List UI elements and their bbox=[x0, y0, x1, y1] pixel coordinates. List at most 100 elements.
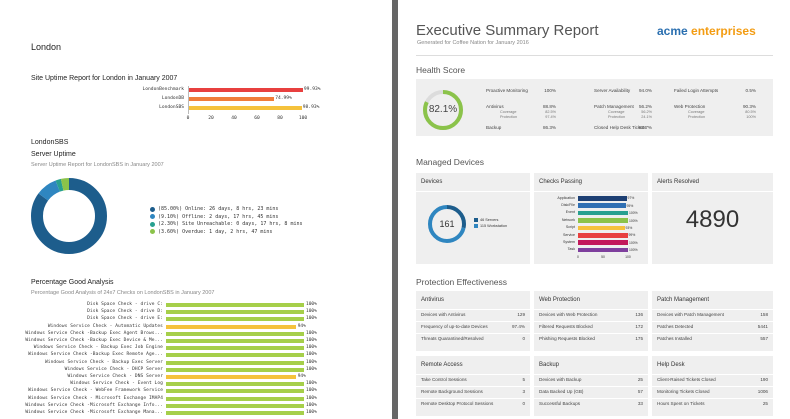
brand-logo: acme enterprises bbox=[657, 24, 756, 38]
devices-panel: Devices 161 46 Servers 115 Workstation bbox=[416, 173, 530, 264]
health-metric-value: 94.0% bbox=[638, 88, 652, 93]
legend-dot bbox=[150, 206, 155, 212]
pe-row: Frequency of up-to-date Devices 97.4% bbox=[421, 324, 525, 329]
legend-label: (3.60%) Overdue: 1 day, 2 hrs, 47 mins bbox=[158, 228, 273, 235]
pg-value-label: 94% bbox=[297, 374, 306, 379]
pe-row-value: 129 bbox=[517, 312, 525, 317]
health-metric-label: Failed Login Attempts bbox=[674, 88, 719, 93]
pe-row: Devices with Antivirus 129 bbox=[421, 312, 525, 317]
legend-swatch bbox=[474, 218, 478, 222]
health-metric-label: Patch Management bbox=[594, 104, 634, 109]
uptime-category-label: LondonSBS bbox=[159, 105, 184, 110]
health-sub-label: Protection bbox=[608, 115, 626, 119]
uptime-value-label: 98.93% bbox=[302, 105, 320, 110]
health-score-value: 82.1% bbox=[428, 104, 458, 115]
pe-row-value: 175 bbox=[635, 336, 643, 341]
uptime-category-label: LondonBenchmark bbox=[142, 87, 185, 92]
health-sub-value: 100% bbox=[746, 115, 756, 119]
health-sub-label: Protection bbox=[500, 115, 518, 119]
alerts-resolved-panel: Alerts Resolved 4890 bbox=[652, 173, 773, 264]
pg-bar bbox=[166, 382, 304, 387]
pg-value-label: 94% bbox=[297, 323, 306, 329]
checks-value-label: 97% bbox=[627, 196, 635, 201]
pe-row-value: 0 bbox=[522, 401, 525, 406]
pe-row-divider bbox=[534, 398, 648, 399]
uptime-axis-line bbox=[188, 86, 189, 114]
pe-row-divider bbox=[534, 386, 648, 387]
pg-value-label: 100% bbox=[306, 352, 317, 358]
pe-row-divider bbox=[534, 333, 648, 334]
pg-bar bbox=[166, 324, 296, 329]
devices-legend-item: 115 Workstation bbox=[474, 224, 507, 228]
health-sub-value: 97.4% bbox=[545, 115, 556, 119]
pg-value-label: 100% bbox=[306, 316, 317, 322]
pe-row-label: Remote Background Sessions bbox=[421, 389, 483, 394]
legend-swatch bbox=[474, 224, 478, 228]
pe-row-divider bbox=[652, 386, 773, 387]
checks-category-label: Task bbox=[567, 247, 575, 252]
pe-row-divider bbox=[652, 398, 773, 399]
devices-count: 161 bbox=[439, 219, 455, 229]
uptime-tick-label: 60 bbox=[254, 116, 260, 121]
donut-legend-item: (85.00%) Online: 26 days, 8 hrs, 23 mins bbox=[150, 206, 303, 212]
legend-label: (85.00%) Online: 26 days, 8 hrs, 23 mins bbox=[158, 206, 279, 212]
pg-row-label: Windows Service Check - Backup Exec Serv… bbox=[45, 359, 163, 365]
checks-bar bbox=[578, 240, 628, 245]
pe-row: Patches Installed 557 bbox=[657, 336, 768, 341]
checks-value-label: 93% bbox=[625, 225, 633, 230]
pe-row-label: Frequency of up-to-date Devices bbox=[421, 324, 488, 329]
uptime-value-label: 99.93% bbox=[303, 87, 321, 92]
health-metric-label: Backup bbox=[486, 125, 502, 130]
pg-bar bbox=[166, 389, 304, 394]
pe-row-label: Monitoring Tickets Closed bbox=[657, 389, 710, 394]
pe-box-divider bbox=[652, 309, 773, 310]
pg-row-label: Windows Service Check - WebFee Framework… bbox=[28, 388, 163, 394]
pg-bar bbox=[166, 360, 304, 365]
pe-row: Successful Backups 33 bbox=[539, 401, 643, 406]
legend-label: 115 Workstation bbox=[480, 224, 508, 228]
pg-value-label: 100% bbox=[306, 330, 317, 336]
pe-box-title: Backup bbox=[539, 362, 560, 368]
pe-row-value: 3 bbox=[522, 389, 525, 394]
pe-row-label: Remote Desktop Protocol Sessions bbox=[421, 401, 494, 406]
pg-row-label: Windows Service Check -Microsoft Exchang… bbox=[25, 402, 163, 408]
health-sub-label: Coverage bbox=[500, 110, 517, 114]
pg-bar bbox=[166, 375, 296, 379]
pe-row: Remote Background Sessions 3 bbox=[421, 389, 525, 394]
donut-legend-item: (2.30%) Site Unreachable: 0 days, 17 hrs… bbox=[150, 221, 303, 227]
devices-legend-item: 46 Servers bbox=[474, 218, 507, 222]
checks-value-label: 100% bbox=[629, 211, 638, 216]
legend-dot bbox=[150, 214, 155, 219]
pg-value-label: 100% bbox=[306, 410, 317, 415]
health-sub-label: Coverage bbox=[608, 110, 625, 114]
site-name: LondonSBS bbox=[31, 139, 69, 146]
pe-box-title: Help Desk bbox=[657, 362, 685, 368]
pe-row: Filtered Requests Blocked 172 bbox=[539, 324, 643, 329]
pg-row-label: Windows Service Check - Microsoft Exchan… bbox=[28, 395, 163, 401]
brand-word-enterprises: enterprises bbox=[691, 24, 756, 38]
pe-row-divider bbox=[416, 321, 530, 322]
pg-row-label: Windows Service Check - DNS Server bbox=[67, 374, 163, 379]
health-metric-label: Closed Help Desk Tickets bbox=[594, 125, 647, 130]
checks-passing-panel: Checks Passing Application 97% Disk/File 95… bbox=[534, 173, 648, 264]
pe-row-label: Patches Detected bbox=[657, 324, 694, 329]
donut-legend-item: (9.10%) Offline: 2 days, 17 hrs, 45 mins bbox=[150, 214, 303, 220]
pg-row-label: Windows Service Check -Backup Exec Devic… bbox=[25, 338, 163, 343]
uptime-category-label: LondonDB bbox=[161, 96, 184, 101]
pe-row-value: 172 bbox=[635, 324, 643, 329]
pe-row-label: Successful Backups bbox=[539, 401, 581, 406]
pe-box-title: Web Protection bbox=[539, 297, 580, 303]
pg-bar bbox=[166, 331, 304, 336]
health-metric-label: Web Protection bbox=[674, 104, 706, 109]
pe-row: Devices with Patch Management 158 bbox=[657, 312, 768, 317]
pe-row-label: Client-Raised Tickets Closed bbox=[657, 377, 716, 382]
devices-legend: 46 Servers 115 Workstation bbox=[474, 218, 507, 228]
health-sub-value: 82.5% bbox=[545, 110, 556, 114]
checks-bar bbox=[578, 247, 628, 253]
checks-category-label: Network bbox=[561, 217, 575, 222]
pg-bar bbox=[166, 346, 304, 351]
uptime-value-label: 74.99% bbox=[275, 96, 292, 101]
pe-row-value: 0 bbox=[522, 336, 525, 341]
pg-row-label: Windows Service Check - Backup Exec Job … bbox=[33, 345, 163, 351]
protection-title: Protection Effectiveness bbox=[416, 277, 508, 287]
